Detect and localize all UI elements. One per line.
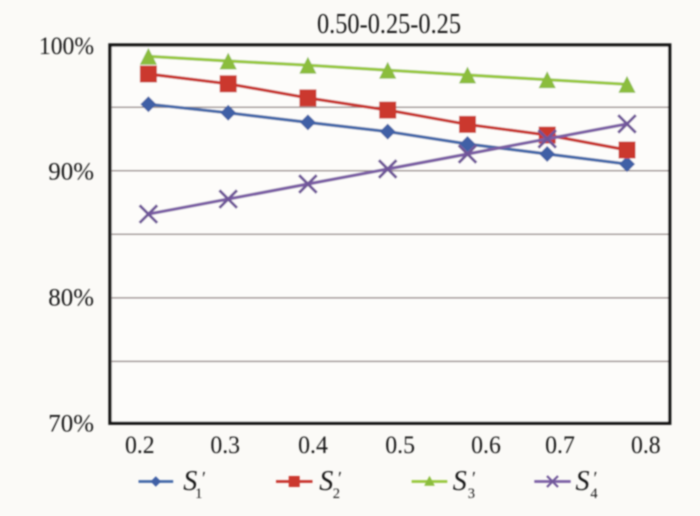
svg-text:S: S (453, 466, 467, 497)
svg-text:80%: 80% (48, 283, 94, 312)
svg-text:90%: 90% (48, 157, 94, 186)
svg-text:0.50-0.25-0.25: 0.50-0.25-0.25 (317, 8, 461, 40)
svg-text:0.2: 0.2 (125, 430, 155, 459)
svg-text:S: S (576, 466, 590, 497)
svg-text:0.8: 0.8 (631, 430, 661, 459)
svg-text:0.3: 0.3 (210, 430, 240, 459)
svg-text:2: 2 (333, 486, 340, 502)
svg-text:S: S (319, 466, 333, 497)
svg-text:S: S (183, 466, 197, 497)
svg-text:1: 1 (195, 486, 202, 502)
svg-text:′: ′ (594, 468, 598, 488)
svg-text:0.6: 0.6 (471, 430, 501, 459)
svg-text:0.7: 0.7 (545, 430, 575, 459)
svg-text:0.4: 0.4 (298, 430, 328, 459)
svg-text:0.5: 0.5 (385, 430, 415, 459)
svg-text:3: 3 (468, 486, 475, 502)
svg-text:4: 4 (590, 486, 598, 502)
svg-text:′: ′ (202, 468, 206, 488)
svg-text:70%: 70% (48, 409, 94, 438)
svg-text:′: ′ (472, 468, 476, 488)
svg-text:100%: 100% (39, 31, 94, 60)
svg-text:′: ′ (338, 468, 342, 488)
